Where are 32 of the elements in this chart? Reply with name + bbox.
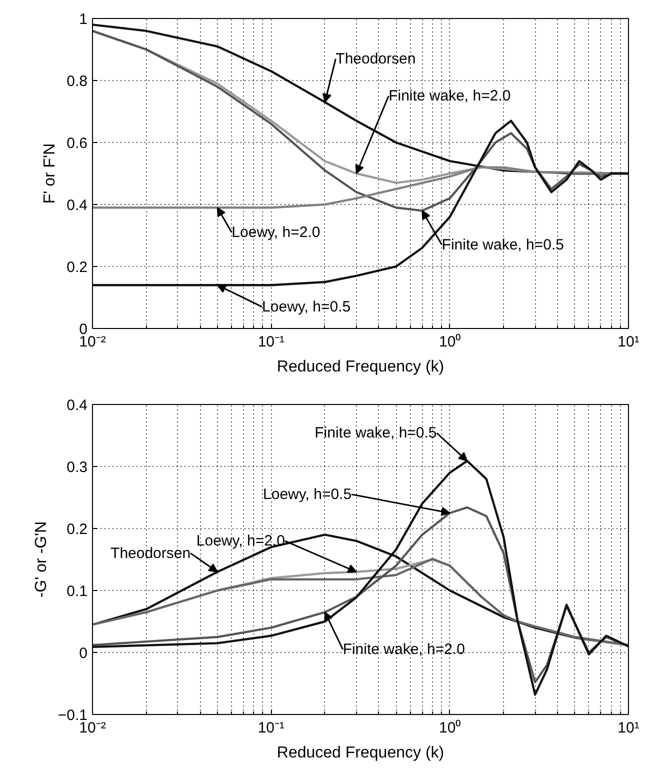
annotation: Loewy, h=2.0 [232,224,320,241]
x-axis-title: Reduced Frequency (k) [276,358,444,376]
annotation: Finite wake, h=0.5 [442,236,564,254]
x-tick-label: 10¹ [618,334,640,350]
x-tick-label: 10⁰ [438,334,461,350]
x-tick-label: 10¹ [618,720,640,736]
annotation: Loewy, h=0.5 [263,486,352,503]
annotation: Theodorsen [110,544,191,562]
x-tick-label: 10⁻¹ [258,720,285,736]
annotation: Loewy, h=0.5 [262,298,351,316]
annotation: Theodorsen [336,50,416,68]
x-tick-label: 10⁻² [79,334,106,350]
x-tick-label: 10⁻² [79,720,106,736]
y-tick-label: 0.2 [66,259,88,276]
annotation: Finite wake, h=0.5 [314,424,437,442]
annotation: Loewy, h=2.0 [196,532,285,550]
y-tick-label: 0.4 [66,197,88,214]
y-tick-label: 0.6 [66,135,88,152]
y-tick-label: 1 [79,11,88,28]
y-tick-label: 0.1 [66,583,88,600]
y-tick-label: 0.4 [66,397,88,414]
x-tick-label: 10⁻¹ [258,334,285,350]
y-tick-label: 0.3 [66,459,88,476]
y-axis-title: -G' or -G'N [32,521,50,598]
x-tick-label: 10⁰ [438,720,461,736]
x-axis-title: Reduced Frequency (k) [276,744,444,762]
y-tick-label: 0.8 [66,73,88,90]
annotation: Finite wake, h=2.0 [342,640,465,658]
y-tick-label: 0 [79,645,88,662]
annotation: Finite wake, h=2.0 [388,88,511,104]
y-axis-title: F' or F'N [42,143,59,204]
y-tick-label: 0.2 [66,521,88,538]
